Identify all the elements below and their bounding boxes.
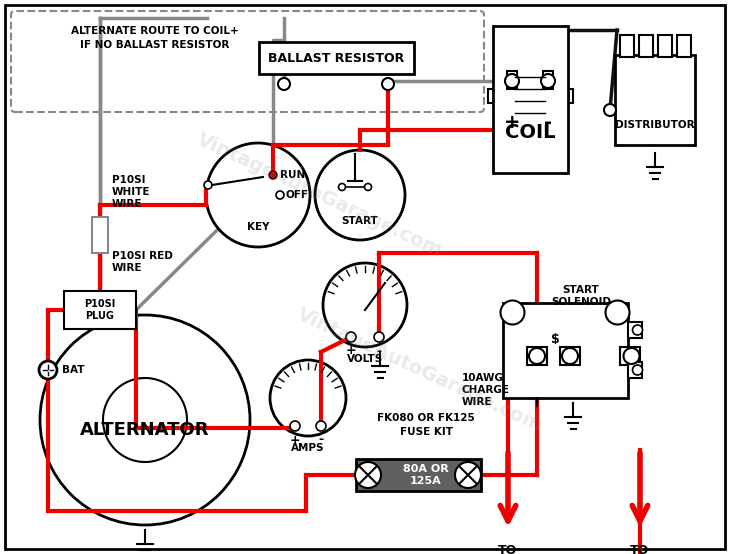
Text: RUN: RUN: [280, 170, 306, 180]
Text: START
SOLENOID: START SOLENOID: [551, 285, 611, 307]
Circle shape: [455, 462, 481, 488]
Text: -: -: [319, 433, 324, 447]
Circle shape: [562, 348, 578, 364]
Circle shape: [40, 315, 250, 525]
Bar: [639, 35, 653, 57]
Text: P10SI RED
WIRE: P10SI RED WIRE: [112, 251, 173, 273]
Circle shape: [338, 183, 346, 191]
Text: TO
STARTER: TO STARTER: [609, 544, 671, 554]
Bar: [627, 322, 642, 338]
Circle shape: [365, 183, 371, 191]
Circle shape: [346, 332, 356, 342]
Circle shape: [605, 300, 629, 325]
Text: VintageAutoGarage.com: VintageAutoGarage.com: [194, 130, 446, 260]
Text: ALTERNATOR: ALTERNATOR: [80, 421, 210, 439]
Circle shape: [39, 361, 57, 379]
Circle shape: [269, 171, 277, 179]
Text: +: +: [289, 433, 300, 447]
Circle shape: [276, 191, 284, 199]
Text: COIL: COIL: [504, 123, 556, 142]
Circle shape: [529, 348, 545, 364]
Text: BAT: BAT: [62, 365, 85, 375]
Bar: [259, 42, 414, 74]
Bar: [620, 35, 634, 57]
Text: P10SI
PLUG: P10SI PLUG: [84, 299, 115, 321]
Bar: [355, 459, 480, 491]
Text: 10AWG
CHARGE
WIRE: 10AWG CHARGE WIRE: [462, 373, 510, 407]
Circle shape: [382, 78, 394, 90]
Text: START: START: [341, 216, 379, 226]
Circle shape: [315, 150, 405, 240]
Circle shape: [290, 421, 300, 431]
Text: P10SI
WHITE
WIRE: P10SI WHITE WIRE: [112, 175, 151, 209]
Bar: [493, 25, 567, 172]
Text: 80A OR
125A: 80A OR 125A: [403, 464, 449, 486]
Text: BALLAST RESISTOR: BALLAST RESISTOR: [268, 52, 404, 64]
Bar: [64, 291, 136, 329]
Bar: [502, 302, 627, 398]
Circle shape: [103, 378, 187, 462]
Circle shape: [270, 360, 346, 436]
Text: +: +: [504, 114, 520, 132]
Circle shape: [632, 325, 643, 335]
Circle shape: [374, 332, 384, 342]
Circle shape: [505, 74, 519, 88]
Text: $: $: [550, 334, 559, 346]
Circle shape: [541, 74, 555, 88]
Circle shape: [624, 348, 640, 364]
Bar: [543, 71, 553, 89]
Text: ALTERNATE ROUTE TO COIL+
IF NO BALLAST RESISTOR: ALTERNATE ROUTE TO COIL+ IF NO BALLAST R…: [71, 27, 239, 50]
Text: DISTRIBUTOR: DISTRIBUTOR: [616, 120, 694, 130]
Bar: [615, 55, 695, 145]
Circle shape: [632, 365, 643, 375]
Bar: [92, 217, 108, 253]
Bar: [658, 35, 672, 57]
Bar: [527, 347, 547, 365]
Bar: [627, 362, 642, 378]
Text: +: +: [346, 345, 356, 357]
Text: TO
BATTERY +: TO BATTERY +: [469, 544, 547, 554]
Bar: [488, 89, 572, 103]
Circle shape: [206, 143, 310, 247]
Circle shape: [604, 104, 616, 116]
Circle shape: [323, 263, 407, 347]
Text: FK080 OR FK125
FUSE KIT: FK080 OR FK125 FUSE KIT: [377, 413, 475, 437]
Bar: [677, 35, 691, 57]
Circle shape: [316, 421, 326, 431]
Bar: [507, 71, 517, 89]
Text: -: -: [376, 345, 382, 357]
Text: KEY: KEY: [247, 222, 269, 232]
Circle shape: [355, 462, 381, 488]
Text: -: -: [544, 114, 552, 132]
Bar: [560, 347, 580, 365]
Text: VOLTS: VOLTS: [347, 354, 383, 364]
Text: VintageAutoGarage.com: VintageAutoGarage.com: [294, 305, 546, 435]
Text: AMPS: AMPS: [291, 443, 325, 453]
Circle shape: [278, 78, 290, 90]
Bar: [619, 347, 640, 365]
Circle shape: [501, 300, 525, 325]
Text: OFF: OFF: [286, 190, 309, 200]
Circle shape: [204, 181, 212, 189]
